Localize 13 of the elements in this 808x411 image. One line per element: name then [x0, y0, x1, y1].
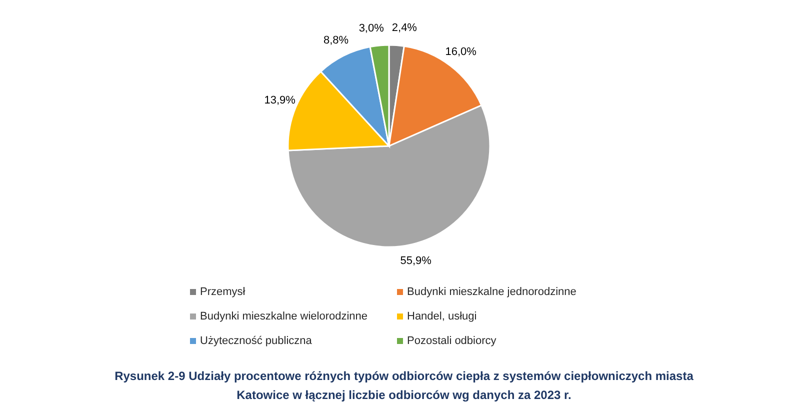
data-label: 3,0% [358, 22, 384, 34]
data-label: 8,8% [323, 34, 349, 46]
legend-label: Budynki mieszkalne wielorodzinne [200, 310, 368, 322]
data-label: 55,9% [400, 254, 432, 267]
data-label: 2,4% [392, 22, 418, 34]
data-label: 16,0% [445, 46, 477, 58]
legend-label: Handel, usługi [407, 310, 477, 322]
legend-label: Pozostali odbiorcy [407, 334, 497, 347]
legend-label: Użyteczność publiczna [200, 334, 313, 347]
legend-label: Budynki mieszkalne jednorodzinne [407, 286, 576, 298]
legend-label: Przemysł [200, 286, 246, 298]
data-label: 13,9% [264, 94, 296, 107]
text: Rysunek 2-9 Udziały procentowe różnych typów odbiorców ciepła z systemów ciepłowniczych miasta Katowice w łącznej liczbie odbiorców wg danych za 2023 r. [114, 369, 694, 402]
